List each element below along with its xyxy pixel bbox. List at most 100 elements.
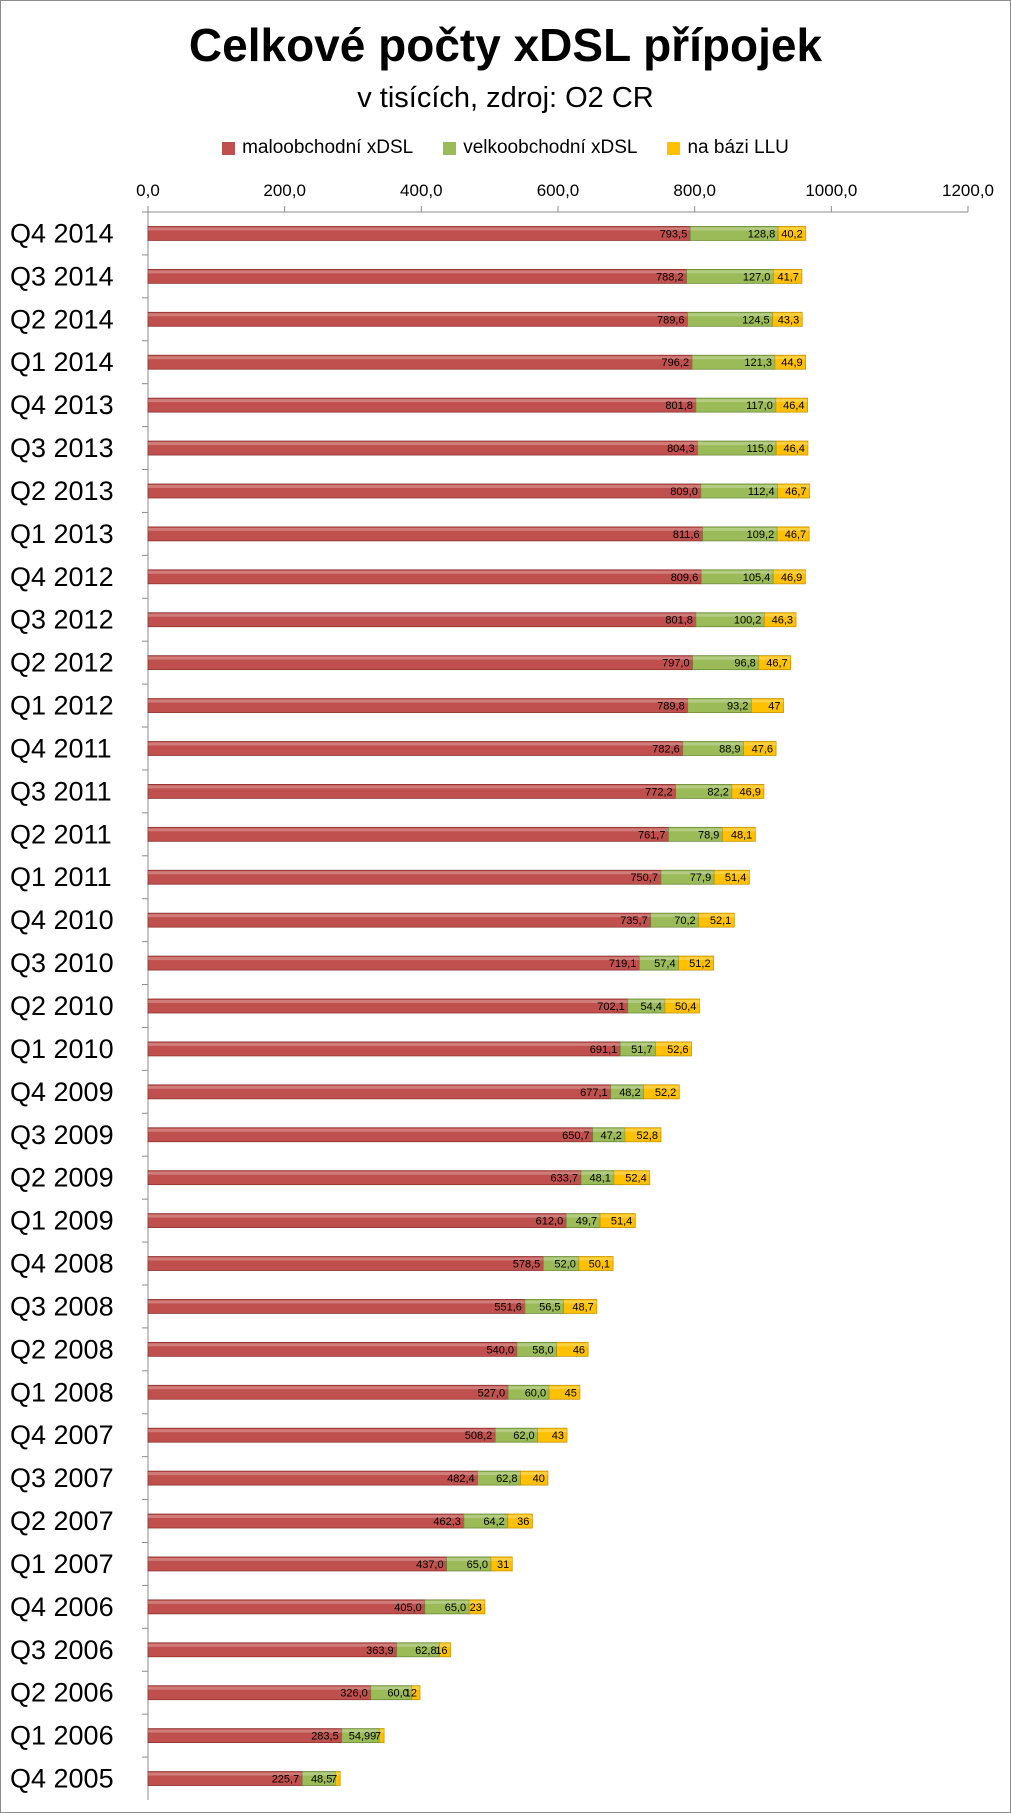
data-label: 52,2 bbox=[655, 1087, 676, 1099]
bar-segment bbox=[772, 268, 803, 284]
category-label: Q2 2007 bbox=[10, 1506, 114, 1536]
data-label: 62,0 bbox=[513, 1430, 534, 1442]
data-label: 52,8 bbox=[637, 1130, 658, 1142]
data-label: 105,4 bbox=[743, 572, 771, 584]
data-label: 793,5 bbox=[660, 228, 688, 240]
data-label: 127,0 bbox=[743, 271, 771, 283]
bar-segment bbox=[624, 1127, 662, 1143]
bar-highlight bbox=[446, 1557, 492, 1561]
data-label: 82,2 bbox=[707, 786, 728, 798]
bar-segment bbox=[763, 612, 797, 628]
data-label: 44,9 bbox=[781, 357, 802, 369]
category-label: Q4 2014 bbox=[10, 218, 114, 248]
bar-highlight bbox=[148, 1557, 447, 1561]
category-label: Q2 2008 bbox=[10, 1334, 114, 1364]
bar-highlight bbox=[148, 484, 701, 488]
bar-highlight bbox=[495, 1429, 538, 1433]
category-label: Q1 2006 bbox=[10, 1721, 114, 1751]
category-label: Q1 2009 bbox=[10, 1206, 114, 1236]
bar-highlight bbox=[772, 313, 803, 317]
category-label: Q3 2012 bbox=[10, 605, 114, 635]
category-label: Q1 2014 bbox=[10, 347, 114, 377]
bar-highlight bbox=[148, 1042, 621, 1046]
bar-highlight bbox=[463, 1515, 508, 1519]
bar-highlight bbox=[700, 484, 778, 488]
data-label: 650,7 bbox=[562, 1130, 590, 1142]
category-label: Q3 2007 bbox=[10, 1463, 114, 1493]
bar-segment bbox=[777, 483, 810, 499]
bar-segment bbox=[758, 655, 792, 671]
data-label: 40 bbox=[533, 1473, 545, 1485]
bar-segment bbox=[655, 1041, 692, 1057]
category-label: Q2 2011 bbox=[10, 819, 112, 849]
x-tick-label: 1200,0 bbox=[942, 181, 994, 200]
data-label: 64,2 bbox=[483, 1516, 504, 1528]
data-label: 809,0 bbox=[670, 486, 698, 498]
data-label: 48,1 bbox=[731, 829, 752, 841]
data-label: 23 bbox=[470, 1602, 482, 1614]
data-label: 54,4 bbox=[641, 1001, 662, 1013]
bar-highlight bbox=[335, 1772, 341, 1776]
data-label: 437,0 bbox=[416, 1559, 444, 1571]
data-label: 60,0 bbox=[525, 1387, 546, 1399]
data-label: 54,99 bbox=[349, 1731, 377, 1743]
data-label: 62,8 bbox=[415, 1645, 436, 1657]
data-label: 52,0 bbox=[554, 1259, 575, 1271]
bar-highlight bbox=[477, 1472, 521, 1476]
bar-segment bbox=[743, 741, 777, 756]
data-label: 540,0 bbox=[486, 1344, 514, 1356]
data-label: 761,7 bbox=[638, 829, 666, 841]
bar-segment bbox=[775, 440, 809, 456]
bar-highlight bbox=[774, 356, 806, 360]
bar-highlight bbox=[686, 270, 774, 274]
bar-highlight bbox=[508, 1386, 550, 1390]
data-label: 750,7 bbox=[630, 872, 658, 884]
bar-highlight bbox=[148, 742, 683, 746]
data-label: 50,1 bbox=[589, 1259, 610, 1271]
bar-highlight bbox=[777, 527, 810, 531]
data-label: 45 bbox=[565, 1387, 577, 1399]
bar-highlight bbox=[660, 871, 715, 875]
data-label: 36 bbox=[517, 1516, 529, 1528]
data-label: 43,3 bbox=[778, 314, 799, 326]
data-label: 115,0 bbox=[746, 443, 773, 455]
bar-highlight bbox=[148, 1515, 464, 1519]
category-label: Q3 2014 bbox=[10, 261, 114, 291]
category-label: Q2 2006 bbox=[10, 1678, 114, 1708]
bar-highlight bbox=[148, 227, 691, 231]
legend-label-llu: na bázi LLU bbox=[687, 137, 789, 158]
data-label: 578,5 bbox=[513, 1259, 541, 1271]
data-label: 789,8 bbox=[657, 701, 685, 713]
category-label: Q3 2010 bbox=[10, 948, 114, 978]
bar-highlight bbox=[764, 613, 797, 617]
category-label: Q4 2010 bbox=[10, 905, 114, 935]
data-label: 462,3 bbox=[433, 1516, 461, 1528]
bar-highlight bbox=[370, 1686, 412, 1690]
data-label: 46,9 bbox=[781, 572, 802, 584]
legend-label-maloobchodni: maloobchodní xDSL bbox=[242, 137, 414, 158]
bar-segment bbox=[777, 226, 807, 241]
data-label: 77,9 bbox=[690, 872, 711, 884]
bar-highlight bbox=[697, 442, 777, 446]
bar-segment bbox=[334, 1771, 341, 1786]
data-label: 109,2 bbox=[747, 529, 775, 541]
category-label: Q4 2008 bbox=[10, 1249, 114, 1279]
category-label: Q4 2012 bbox=[10, 562, 114, 592]
bar-highlight bbox=[778, 227, 806, 231]
data-label: 47,6 bbox=[752, 743, 773, 755]
bar-highlight bbox=[543, 1257, 579, 1261]
data-label: 96,8 bbox=[734, 658, 755, 670]
data-label: 508,2 bbox=[465, 1430, 493, 1442]
bar-segment bbox=[548, 1384, 581, 1400]
data-label: 88,9 bbox=[719, 743, 740, 755]
bar-highlight bbox=[776, 442, 808, 446]
category-label: Q1 2013 bbox=[10, 519, 114, 549]
data-label: 48,5 bbox=[311, 1774, 332, 1786]
bar-highlight bbox=[148, 1000, 628, 1003]
bar-highlight bbox=[692, 656, 759, 660]
bar-highlight bbox=[668, 828, 723, 832]
data-label: 51,4 bbox=[725, 872, 746, 884]
bar-segment bbox=[750, 698, 784, 713]
data-label: 46,7 bbox=[785, 529, 806, 541]
